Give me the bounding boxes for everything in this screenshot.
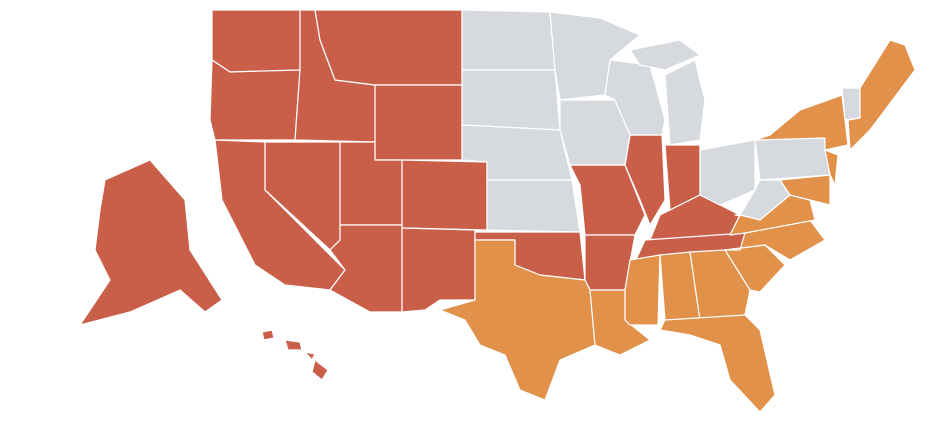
island	[304, 351, 316, 361]
state	[699, 139, 756, 206]
state	[461, 9, 556, 71]
state	[209, 59, 301, 141]
state	[211, 9, 301, 73]
state	[79, 159, 223, 326]
state	[779, 174, 831, 206]
island	[311, 359, 329, 381]
state	[664, 59, 706, 146]
state	[461, 69, 561, 131]
state	[847, 39, 916, 151]
state	[824, 149, 839, 186]
state	[754, 94, 849, 151]
state	[659, 314, 776, 413]
state	[314, 9, 463, 86]
state	[374, 84, 463, 161]
state	[486, 179, 581, 233]
island	[284, 339, 303, 351]
state	[754, 137, 831, 181]
state	[689, 249, 751, 321]
state	[439, 239, 596, 401]
state	[401, 227, 476, 313]
state	[629, 39, 701, 71]
island	[261, 329, 275, 341]
state	[604, 59, 666, 136]
state	[624, 254, 661, 326]
state	[401, 159, 488, 231]
